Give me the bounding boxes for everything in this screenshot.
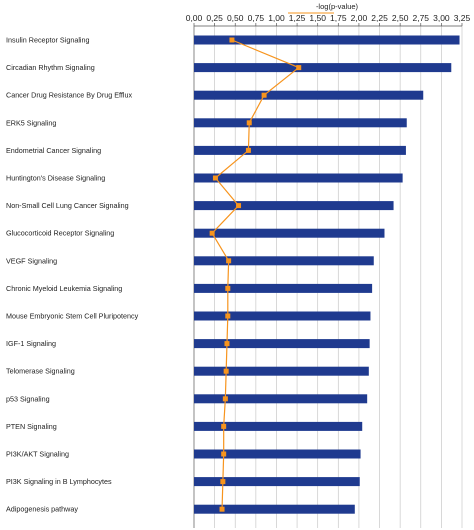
category-label: Adipogenesis pathway: [6, 505, 78, 514]
line-point: [212, 175, 218, 181]
axis-title: -log(p-value): [316, 2, 359, 11]
category-label: Cancer Drug Resistance By Drug Efflux: [6, 91, 133, 100]
line-point: [223, 368, 229, 374]
bar: [194, 394, 368, 404]
line-point: [296, 65, 302, 71]
tick-label: 0,50: [227, 13, 244, 23]
bar: [194, 173, 403, 183]
bar: [194, 366, 369, 376]
category-label: Endometrial Cancer Signaling: [6, 146, 101, 155]
tick-label: 3,25: [454, 13, 471, 23]
line-point: [226, 258, 232, 264]
category-label: PI3K/AKT Signaling: [6, 450, 69, 459]
line-point: [209, 230, 215, 236]
grid-lines: [193, 23, 463, 528]
line-point: [224, 341, 230, 347]
bar: [194, 504, 355, 514]
bar: [194, 201, 394, 211]
line-point: [229, 37, 235, 43]
bar: [194, 449, 361, 459]
category-label: PTEN Signaling: [6, 422, 57, 431]
category-label: Non-Small Cell Lung Cancer Signaling: [6, 201, 129, 210]
line-path: [211, 39, 300, 510]
line-series: [209, 37, 302, 512]
line-point: [225, 313, 231, 319]
category-label: Mouse Embryonic Stem Cell Pluripotency: [6, 312, 139, 321]
category-label: PI3K Signaling in B Lymphocytes: [6, 477, 112, 486]
tick-label: 0,25: [206, 13, 223, 23]
tick-label: 2,75: [412, 13, 429, 23]
line-point: [245, 147, 251, 153]
bar: [194, 228, 385, 238]
bar: [194, 421, 363, 431]
line-point: [261, 92, 267, 98]
category-label: VEGF Signaling: [6, 256, 57, 265]
category-label: ERK5 Signaling: [6, 118, 56, 127]
category-labels: Insulin Receptor Signaling Circadian Rhyt…: [6, 36, 139, 514]
tick-labels: 0,00 0,25 0,50 0,75 1,00 1,25 1,50 1,75 2,00 2,25…: [186, 13, 471, 23]
line-point: [221, 451, 227, 457]
category-label: Insulin Receptor Signaling: [6, 36, 90, 45]
tick-label: 0,00: [186, 13, 203, 23]
category-label: Chronic Myeloid Leukemia Signaling: [6, 284, 122, 293]
bar: [194, 145, 406, 155]
bar: [194, 63, 452, 73]
category-label: Huntington's Disease Signaling: [6, 174, 105, 183]
tick-label: 1,50: [309, 13, 326, 23]
tick-label: 1,00: [268, 13, 285, 23]
category-label: Circadian Rhythm Signaling: [6, 63, 95, 72]
bar: [194, 477, 360, 487]
line-point: [221, 423, 227, 429]
line-point: [219, 506, 225, 512]
bar: [194, 339, 370, 349]
bar: [194, 283, 373, 293]
tick-label: 2,00: [351, 13, 368, 23]
tick-label: 2,25: [371, 13, 388, 23]
bar-series: [194, 35, 460, 514]
bar: [194, 118, 407, 128]
line-point: [222, 396, 228, 402]
line-point: [246, 120, 252, 126]
tick-label: 3,00: [433, 13, 450, 23]
line-point: [220, 479, 226, 485]
category-label: Telomerase Signaling: [6, 367, 75, 376]
bar: [194, 311, 371, 321]
tick-label: 1,25: [289, 13, 306, 23]
line-point: [236, 203, 242, 209]
tick-label: 2,50: [392, 13, 409, 23]
category-label: p53 Signaling: [6, 394, 50, 403]
category-label: IGF-1 Signaling: [6, 339, 56, 348]
category-label: Glucocorticoid Receptor Signaling: [6, 229, 114, 238]
bar: [194, 90, 424, 100]
line-point: [225, 285, 231, 291]
bar: [194, 35, 460, 45]
tick-label: 0,75: [248, 13, 265, 23]
bar: [194, 256, 374, 266]
tick-label: 1,75: [330, 13, 347, 23]
